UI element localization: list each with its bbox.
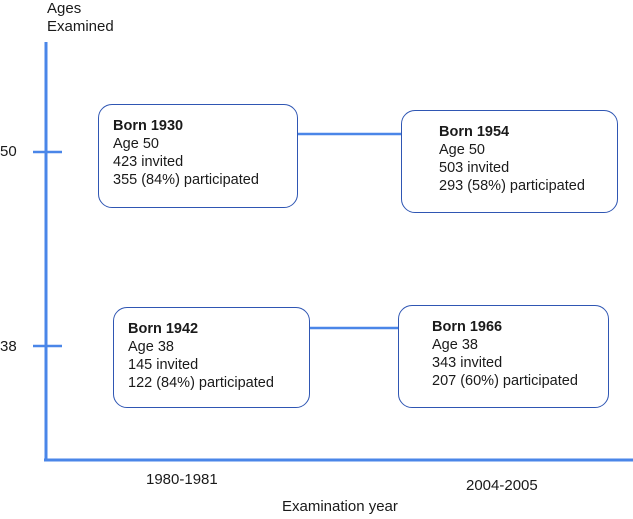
y-axis-label-line2: Examined (47, 18, 114, 35)
cohort-title: Born 1966 (432, 319, 503, 335)
y-axis-label: Ages Examined (47, 0, 114, 36)
cohort-title: Born 1930 (113, 118, 184, 134)
cohort-invited: 423 invited (113, 154, 184, 170)
cohort-participated: 355 (84%) participated (113, 172, 259, 188)
cohort-title: Born 1954 (439, 124, 510, 140)
cohort-invited: 145 invited (128, 357, 199, 373)
cohort-box-born-1930: Born 1930 Age 50 423 invited 355 (84%) p… (98, 104, 298, 208)
cohort-participated: 122 (84%) participated (128, 375, 274, 391)
cohort-age: Age 38 (128, 339, 174, 355)
cohort-invited: 503 invited (439, 160, 510, 176)
y-tick-label-38: 38 (0, 338, 17, 355)
y-axis-label-line1: Ages (47, 0, 82, 17)
x-tick-label-2004-2005: 2004-2005 (466, 477, 538, 494)
cohort-invited: 343 invited (432, 355, 503, 371)
cohort-participated: 207 (60%) participated (432, 373, 578, 389)
cohort-box-born-1966: Born 1966 Age 38 343 invited 207 (60%) p… (398, 305, 609, 408)
cohort-title: Born 1942 (128, 321, 199, 337)
y-tick-label-50: 50 (0, 143, 17, 160)
cohort-age: Age 38 (432, 337, 478, 353)
cohort-box-born-1954: Born 1954 Age 50 503 invited 293 (58%) p… (401, 110, 618, 213)
cohort-age: Age 50 (439, 142, 485, 158)
x-tick-label-1980-1981: 1980-1981 (146, 471, 218, 488)
cohort-participated: 293 (58%) participated (439, 178, 585, 194)
cohort-age: Age 50 (113, 136, 159, 152)
cohort-box-born-1942: Born 1942 Age 38 145 invited 122 (84%) p… (113, 307, 310, 408)
x-axis-label: Examination year (282, 498, 398, 515)
